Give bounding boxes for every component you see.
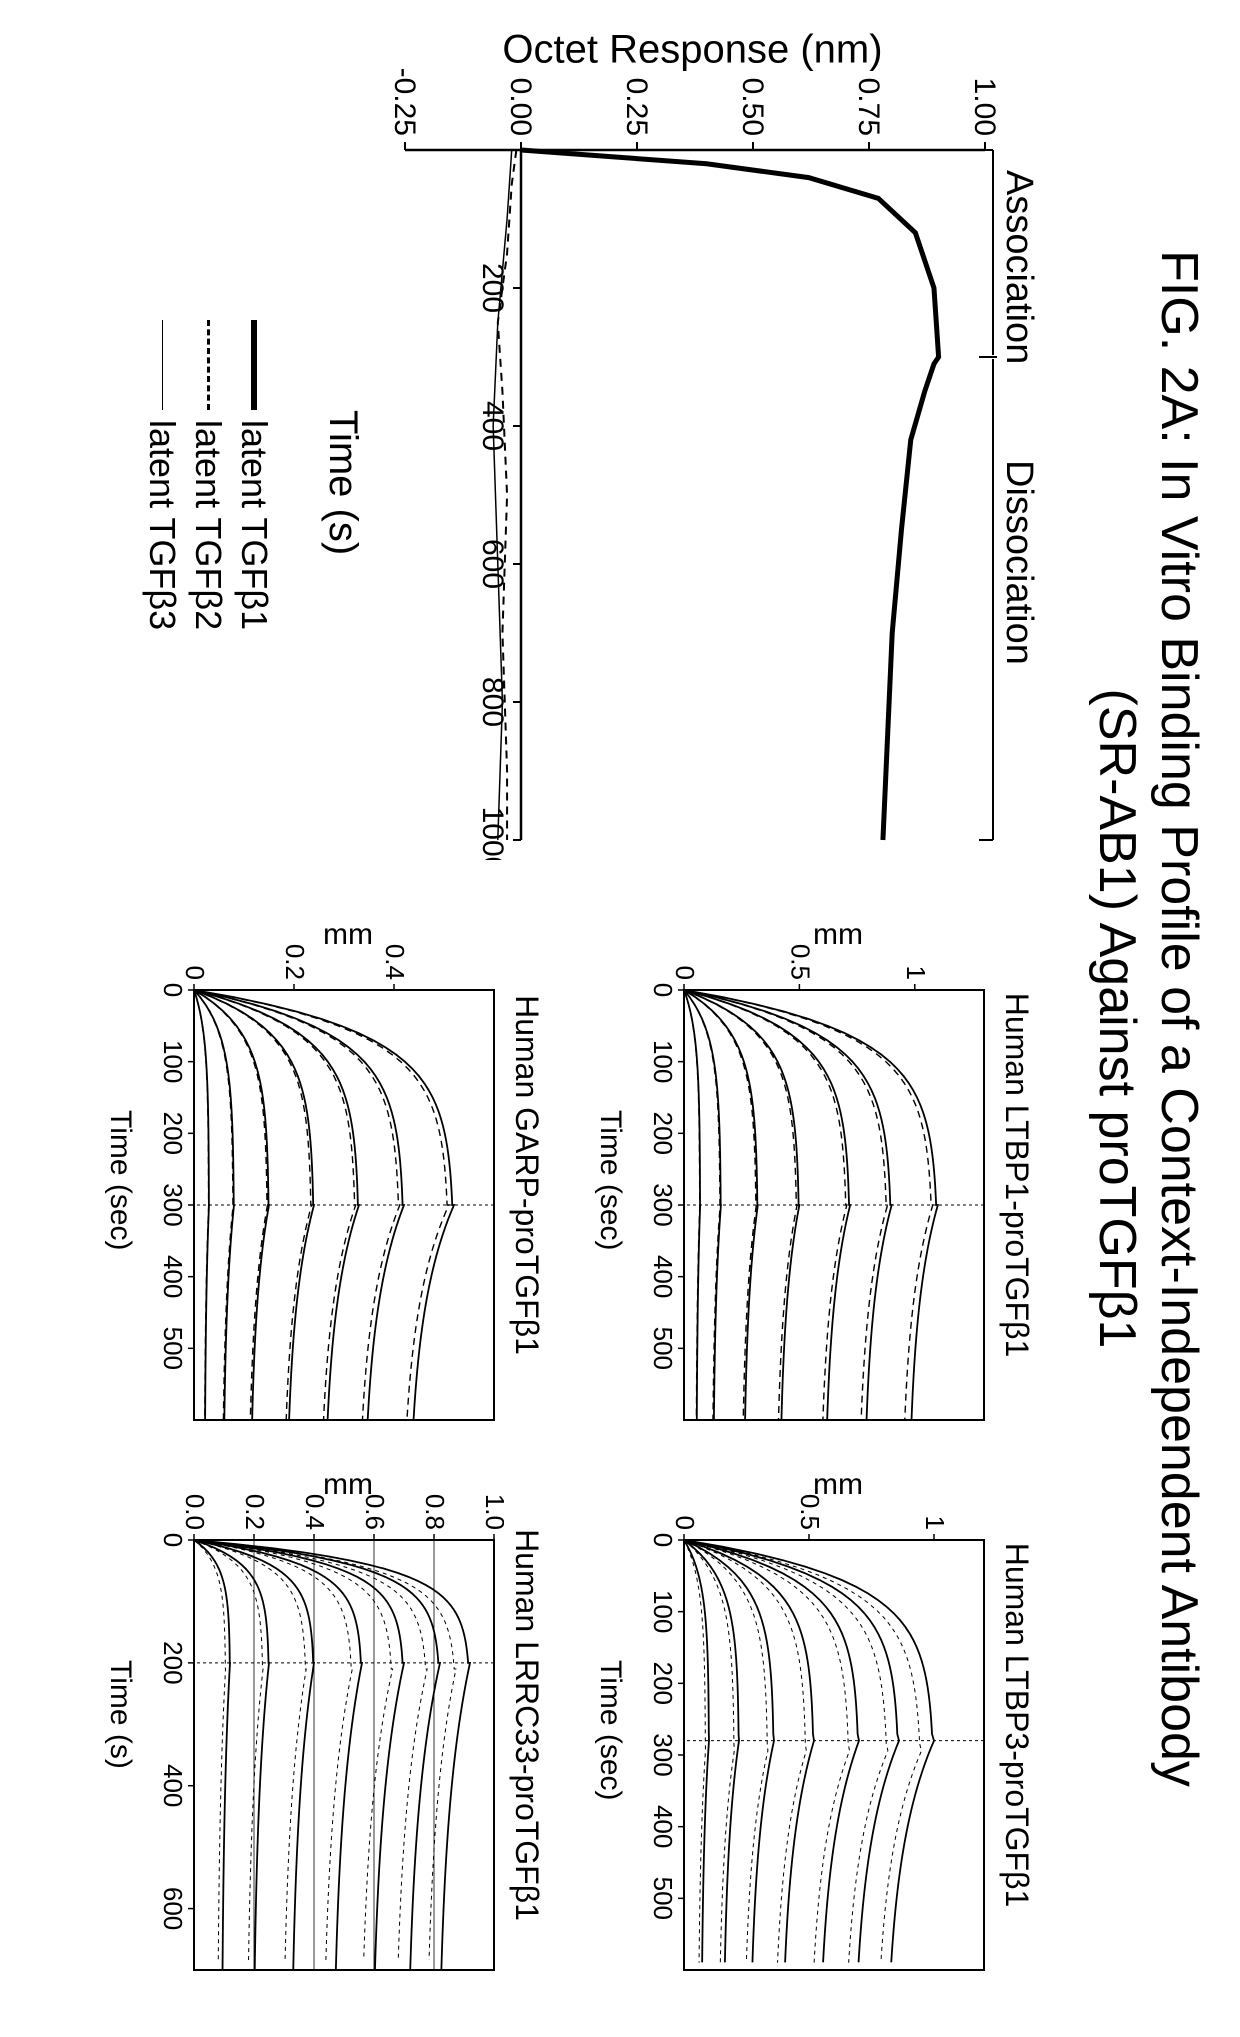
- svg-text:1: 1: [901, 966, 931, 980]
- svg-text:400: 400: [648, 1805, 678, 1848]
- svg-text:0.5: 0.5: [786, 944, 816, 980]
- svg-text:600: 600: [158, 1887, 188, 1930]
- svg-text:0.75: 0.75: [852, 78, 885, 136]
- svg-text:0.2: 0.2: [280, 944, 310, 980]
- small-chart-title: Human GARP-proTGFβ1: [508, 920, 545, 1430]
- small-chart-ltbp1: Human LTBP1-proTGFβ1 0 0.5 1 0 100 200 300 400 5…: [595, 920, 1035, 1430]
- small-y-label: mm: [323, 1468, 373, 1502]
- svg-text:1.00: 1.00: [968, 78, 1001, 136]
- title-line-1: FIG. 2A: In Vitro Binding Profile of a C…: [1148, 40, 1210, 1997]
- small-chart-svg: 0 0.5 1 0 100 200 300 400 500: [624, 920, 994, 1430]
- svg-text:200: 200: [158, 1641, 188, 1684]
- svg-text:0: 0: [648, 1533, 678, 1547]
- figure-container: FIG. 2A: In Vitro Binding Profile of a C…: [0, 0, 1240, 2037]
- svg-text:1: 1: [920, 1516, 950, 1530]
- main-chart-panel: -0.250.000.250.500.751.00200400600800100…: [55, 40, 1035, 860]
- svg-text:200: 200: [648, 1662, 678, 1705]
- svg-text:100: 100: [648, 1040, 678, 1083]
- svg-text:400: 400: [648, 1255, 678, 1298]
- svg-text:300: 300: [158, 1183, 188, 1226]
- svg-text:0.00: 0.00: [504, 78, 537, 136]
- legend-label-2: latent TGFβ2: [187, 420, 229, 630]
- svg-text:300: 300: [648, 1733, 678, 1776]
- svg-text:0.50: 0.50: [736, 78, 769, 136]
- small-x-label: Time (sec): [593, 1660, 627, 1801]
- small-x-label: Time (sec): [103, 1110, 137, 1251]
- legend-item: latent TGFβ2: [187, 320, 229, 630]
- main-chart-svg: -0.250.000.250.500.751.00200400600800100…: [315, 40, 1035, 860]
- svg-text:200: 200: [476, 263, 509, 313]
- svg-text:1000: 1000: [476, 807, 509, 860]
- small-chart-svg: 0.00.20.40.60.81.00200400600: [134, 1470, 504, 1980]
- legend-swatch-1: [251, 320, 257, 410]
- legend-label-1: latent TGFβ1: [233, 420, 275, 630]
- association-label: Association: [997, 170, 1040, 364]
- title-line-2: (SR-AB1) Against proTGFβ1: [1085, 40, 1147, 1997]
- small-x-label: Time (s): [103, 1660, 137, 1769]
- small-chart-title: Human LRRC33-proTGFβ1: [508, 1470, 545, 1980]
- svg-text:0: 0: [648, 983, 678, 997]
- content-row: -0.250.000.250.500.751.00200400600800100…: [35, 0, 1075, 2037]
- small-charts-row-1: Human LTBP1-proTGFβ1 00.5101002003004005…: [595, 920, 1035, 1980]
- small-chart-lrrc33: Human LRRC33-proTGFβ1 0.00.20.40.60.81.0…: [105, 1470, 545, 1980]
- svg-text:100: 100: [158, 1040, 188, 1083]
- svg-text:0: 0: [180, 966, 210, 980]
- svg-text:0: 0: [158, 983, 188, 997]
- svg-text:200: 200: [648, 1112, 678, 1155]
- svg-text:500: 500: [648, 1327, 678, 1370]
- svg-text:0.4: 0.4: [380, 944, 410, 980]
- svg-text:0: 0: [670, 1516, 700, 1530]
- legend-label-3: latent TGFβ3: [141, 420, 183, 630]
- svg-text:600: 600: [476, 539, 509, 589]
- svg-text:200: 200: [158, 1112, 188, 1155]
- small-charts-row-2: Human GARP-proTGFβ1 0 0.2 0.4 0 100 200 300 400…: [105, 920, 545, 1980]
- svg-text:500: 500: [648, 1877, 678, 1920]
- svg-text:400: 400: [158, 1255, 188, 1298]
- small-chart-ltbp3: Human LTBP3-proTGFβ1 00.5101002003004005…: [595, 1470, 1035, 1980]
- small-x-label: Time (sec): [593, 1110, 627, 1251]
- small-y-label: mm: [323, 918, 373, 952]
- svg-text:400: 400: [158, 1764, 188, 1807]
- small-y-label: mm: [813, 918, 863, 952]
- svg-text:-0.25: -0.25: [388, 68, 421, 136]
- small-chart-svg: 0 0.2 0.4 0 100 200 300 400 500: [134, 920, 504, 1430]
- svg-text:0.0: 0.0: [180, 1494, 210, 1530]
- svg-text:0.25: 0.25: [620, 78, 653, 136]
- svg-text:500: 500: [158, 1327, 188, 1370]
- dissociation-label: Dissociation: [997, 460, 1040, 665]
- small-y-label: mm: [813, 1468, 863, 1502]
- svg-text:0: 0: [158, 1533, 188, 1547]
- svg-text:0.2: 0.2: [240, 1494, 270, 1530]
- svg-text:1.0: 1.0: [480, 1494, 504, 1530]
- legend: latent TGFβ1 latent TGFβ2 latent TGFβ3: [137, 320, 275, 630]
- svg-text:0: 0: [670, 966, 700, 980]
- small-charts-panel: Human LTBP1-proTGFβ1 00.5101002003004005…: [55, 920, 1035, 1980]
- main-x-label: Time (s): [320, 410, 365, 555]
- small-chart-title: Human LTBP1-proTGFβ1: [998, 920, 1035, 1430]
- svg-text:100: 100: [648, 1590, 678, 1633]
- legend-swatch-2: [207, 320, 210, 410]
- svg-text:0.8: 0.8: [420, 1494, 450, 1530]
- svg-text:300: 300: [648, 1183, 678, 1226]
- small-chart-title: Human LTBP3-proTGFβ1: [998, 1470, 1035, 1980]
- small-chart-garp: Human GARP-proTGFβ1 0 0.2 0.4 0 100 200 300 400…: [105, 920, 545, 1430]
- figure-title: FIG. 2A: In Vitro Binding Profile of a C…: [1075, 0, 1240, 2037]
- legend-item: latent TGFβ1: [233, 320, 275, 630]
- legend-item: latent TGFβ3: [141, 320, 183, 630]
- legend-swatch-3: [162, 320, 163, 410]
- main-y-label: Octet Response (nm): [503, 28, 883, 73]
- small-chart-svg: 00.510100200300400500: [624, 1470, 994, 1980]
